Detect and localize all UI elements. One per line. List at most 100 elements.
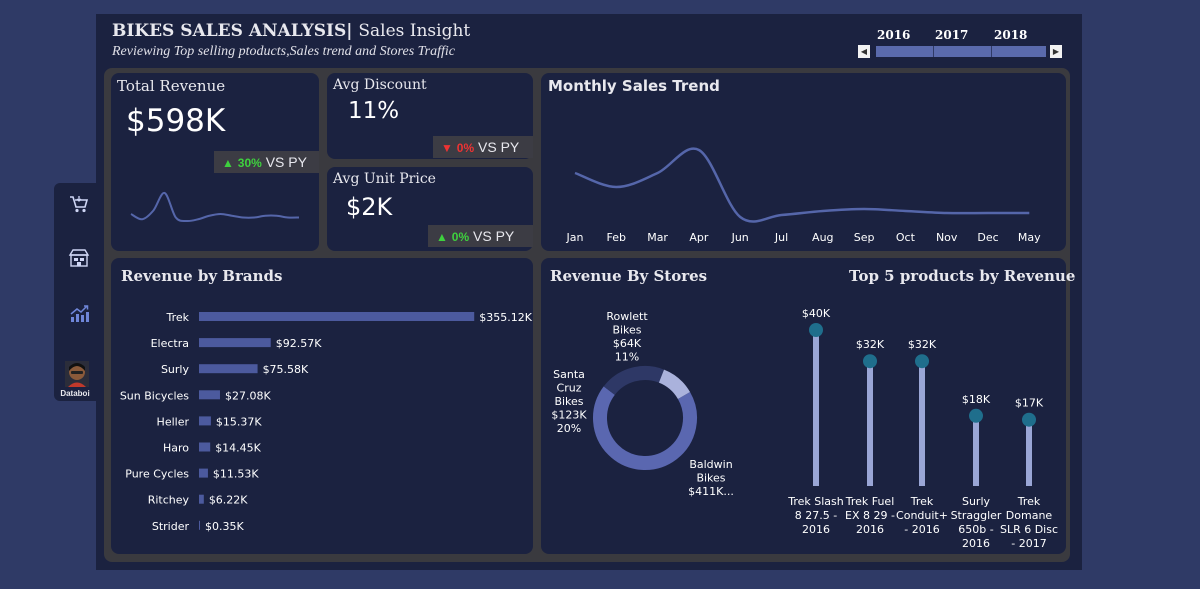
revenue-by-brands-card: Revenue by Brands Trek $355.12K Electra $92… [111, 258, 533, 554]
slice-label: Bikes [612, 324, 641, 337]
pie-slice [593, 386, 697, 470]
data-label: $75.58K [263, 363, 309, 376]
category-label: Ritchey [148, 494, 190, 507]
x-tick-label: May [1018, 231, 1041, 244]
slice-label: Bikes [554, 395, 583, 408]
kpi-value: $2K [346, 193, 393, 221]
year-label-2018[interactable]: 2018 [994, 28, 1028, 42]
category-label: Surly [962, 495, 991, 508]
data-label: $40K [802, 307, 831, 320]
store-icon[interactable] [68, 247, 90, 269]
lollipop-stem [973, 415, 979, 486]
category-label: Heller [157, 415, 190, 428]
year-label-2016[interactable]: 2016 [877, 28, 911, 42]
kpi-delta: 0% [451, 230, 470, 244]
kpi-title: Avg Discount [333, 77, 427, 93]
scroll-right-icon[interactable]: ▶ [1050, 45, 1062, 58]
growth-chart-icon[interactable] [68, 303, 90, 325]
stores-products-card: Revenue By Stores Top 5 products by Reve… [541, 258, 1075, 554]
year-slicer[interactable]: ◀ ▶ [858, 45, 1062, 58]
category-label: Sun Bicycles [120, 389, 189, 402]
data-label: $17K [1015, 397, 1044, 410]
x-tick-label: Oct [896, 231, 916, 244]
x-tick-label: Jan [566, 231, 584, 244]
x-tick-label: Jun [731, 231, 749, 244]
bar [199, 338, 271, 348]
kpi-title: Avg Unit Price [333, 171, 436, 187]
kpi-value: $598K [126, 103, 226, 139]
lollipop-stem [919, 361, 925, 486]
slice-label: $64K [613, 337, 642, 350]
category-label: - 2016 [904, 523, 939, 536]
pie-slice [658, 369, 691, 400]
category-label: Trek [1017, 495, 1041, 508]
avatar[interactable] [65, 361, 89, 387]
title-separator: | [346, 21, 353, 41]
lollipop-head [969, 408, 983, 423]
down-arrow-icon: ▼ [441, 141, 453, 155]
slice-label: Baldwin [689, 458, 732, 471]
data-label: $6.22K [209, 494, 248, 507]
category-label: Domane [1006, 509, 1053, 522]
bar [199, 390, 220, 400]
kpi-vs-label: VS PY [265, 154, 307, 170]
slice-label: 20% [557, 422, 581, 435]
kpi-delta-badge: ▲ 30% VS PY [214, 151, 319, 173]
chart-title: Revenue by Brands [121, 267, 283, 285]
data-label: $27.08K [225, 389, 271, 402]
category-label: 8 27.5 - [795, 509, 837, 522]
kpi-delta: 30% [237, 156, 262, 170]
slice-label: Santa [553, 368, 585, 381]
bar [199, 442, 211, 452]
category-label: Trek [910, 495, 934, 508]
scroll-left-icon[interactable]: ◀ [858, 45, 870, 58]
category-label: Strider [152, 520, 190, 533]
category-label: 2016 [856, 523, 884, 536]
x-tick-label: Apr [689, 231, 709, 244]
category-label: Trek Slash [787, 495, 844, 508]
x-tick-label: Feb [607, 231, 626, 244]
slice-label: $123K [551, 409, 587, 422]
page-title: BIKES SALES ANALYSIS| Sales Insight [112, 21, 470, 41]
lollipop-stem [867, 361, 873, 486]
data-label: $14.45K [215, 442, 261, 455]
data-label: $0.35K [205, 520, 244, 533]
category-label: Conduit+ [896, 509, 948, 522]
kpi-delta-badge: ▼ 0% VS PY [433, 136, 533, 158]
chart-title: Top 5 products by Revenue [849, 267, 1076, 285]
kpi-delta-badge: ▲ 0% VS PY [428, 225, 533, 247]
chart-title: Monthly Sales Trend [548, 77, 720, 95]
data-label: $11.53K [213, 468, 259, 481]
data-label: $92.57K [276, 337, 322, 350]
data-label: $355.12K [479, 311, 532, 324]
trend-series-line [574, 147, 1030, 223]
lollipop-head [915, 354, 929, 369]
total-revenue-card: Total Revenue $598K ▲ 30% VS PY [111, 73, 319, 251]
monthly-sales-trend-chart: Jan Feb Mar Apr Jun Jul Aug Sep Oct Nov Dec May [566, 147, 1041, 244]
category-label: 2016 [802, 523, 830, 536]
category-label: - 2017 [1011, 537, 1046, 550]
category-label: SLR 6 Disc [1000, 523, 1058, 536]
kpi-value: 11% [348, 98, 400, 124]
lollipop-stem [1026, 419, 1032, 486]
revenue-by-stores-chart: BaldwinBikes$411K...SantaCruzBikes$123K2… [551, 310, 733, 498]
avatar-label: Databoi [60, 389, 90, 398]
sidebar: Databoi [54, 183, 96, 401]
shopping-cart-icon[interactable] [68, 193, 90, 215]
title-main: BIKES SALES ANALYSIS [112, 21, 347, 41]
year-label-2017[interactable]: 2017 [935, 28, 969, 42]
kpi-title: Total Revenue [117, 77, 226, 95]
slice-label: 11% [615, 351, 639, 364]
x-tick-label: Nov [936, 231, 958, 244]
up-arrow-icon: ▲ [436, 230, 448, 244]
data-label: $32K [908, 338, 937, 351]
kpi-vs-label: VS PY [478, 139, 520, 155]
bar [199, 416, 211, 426]
category-label: 2016 [962, 537, 990, 550]
kpi-delta: 0% [456, 141, 475, 155]
lollipop-stem [813, 330, 819, 486]
monthly-sales-trend-card: Monthly Sales Trend Jan Feb Mar Apr Jun Jul Au… [541, 73, 1066, 251]
year-slicer-track[interactable] [876, 46, 1046, 57]
year-slicer-labels: 2016 2017 2018 [877, 28, 1047, 42]
